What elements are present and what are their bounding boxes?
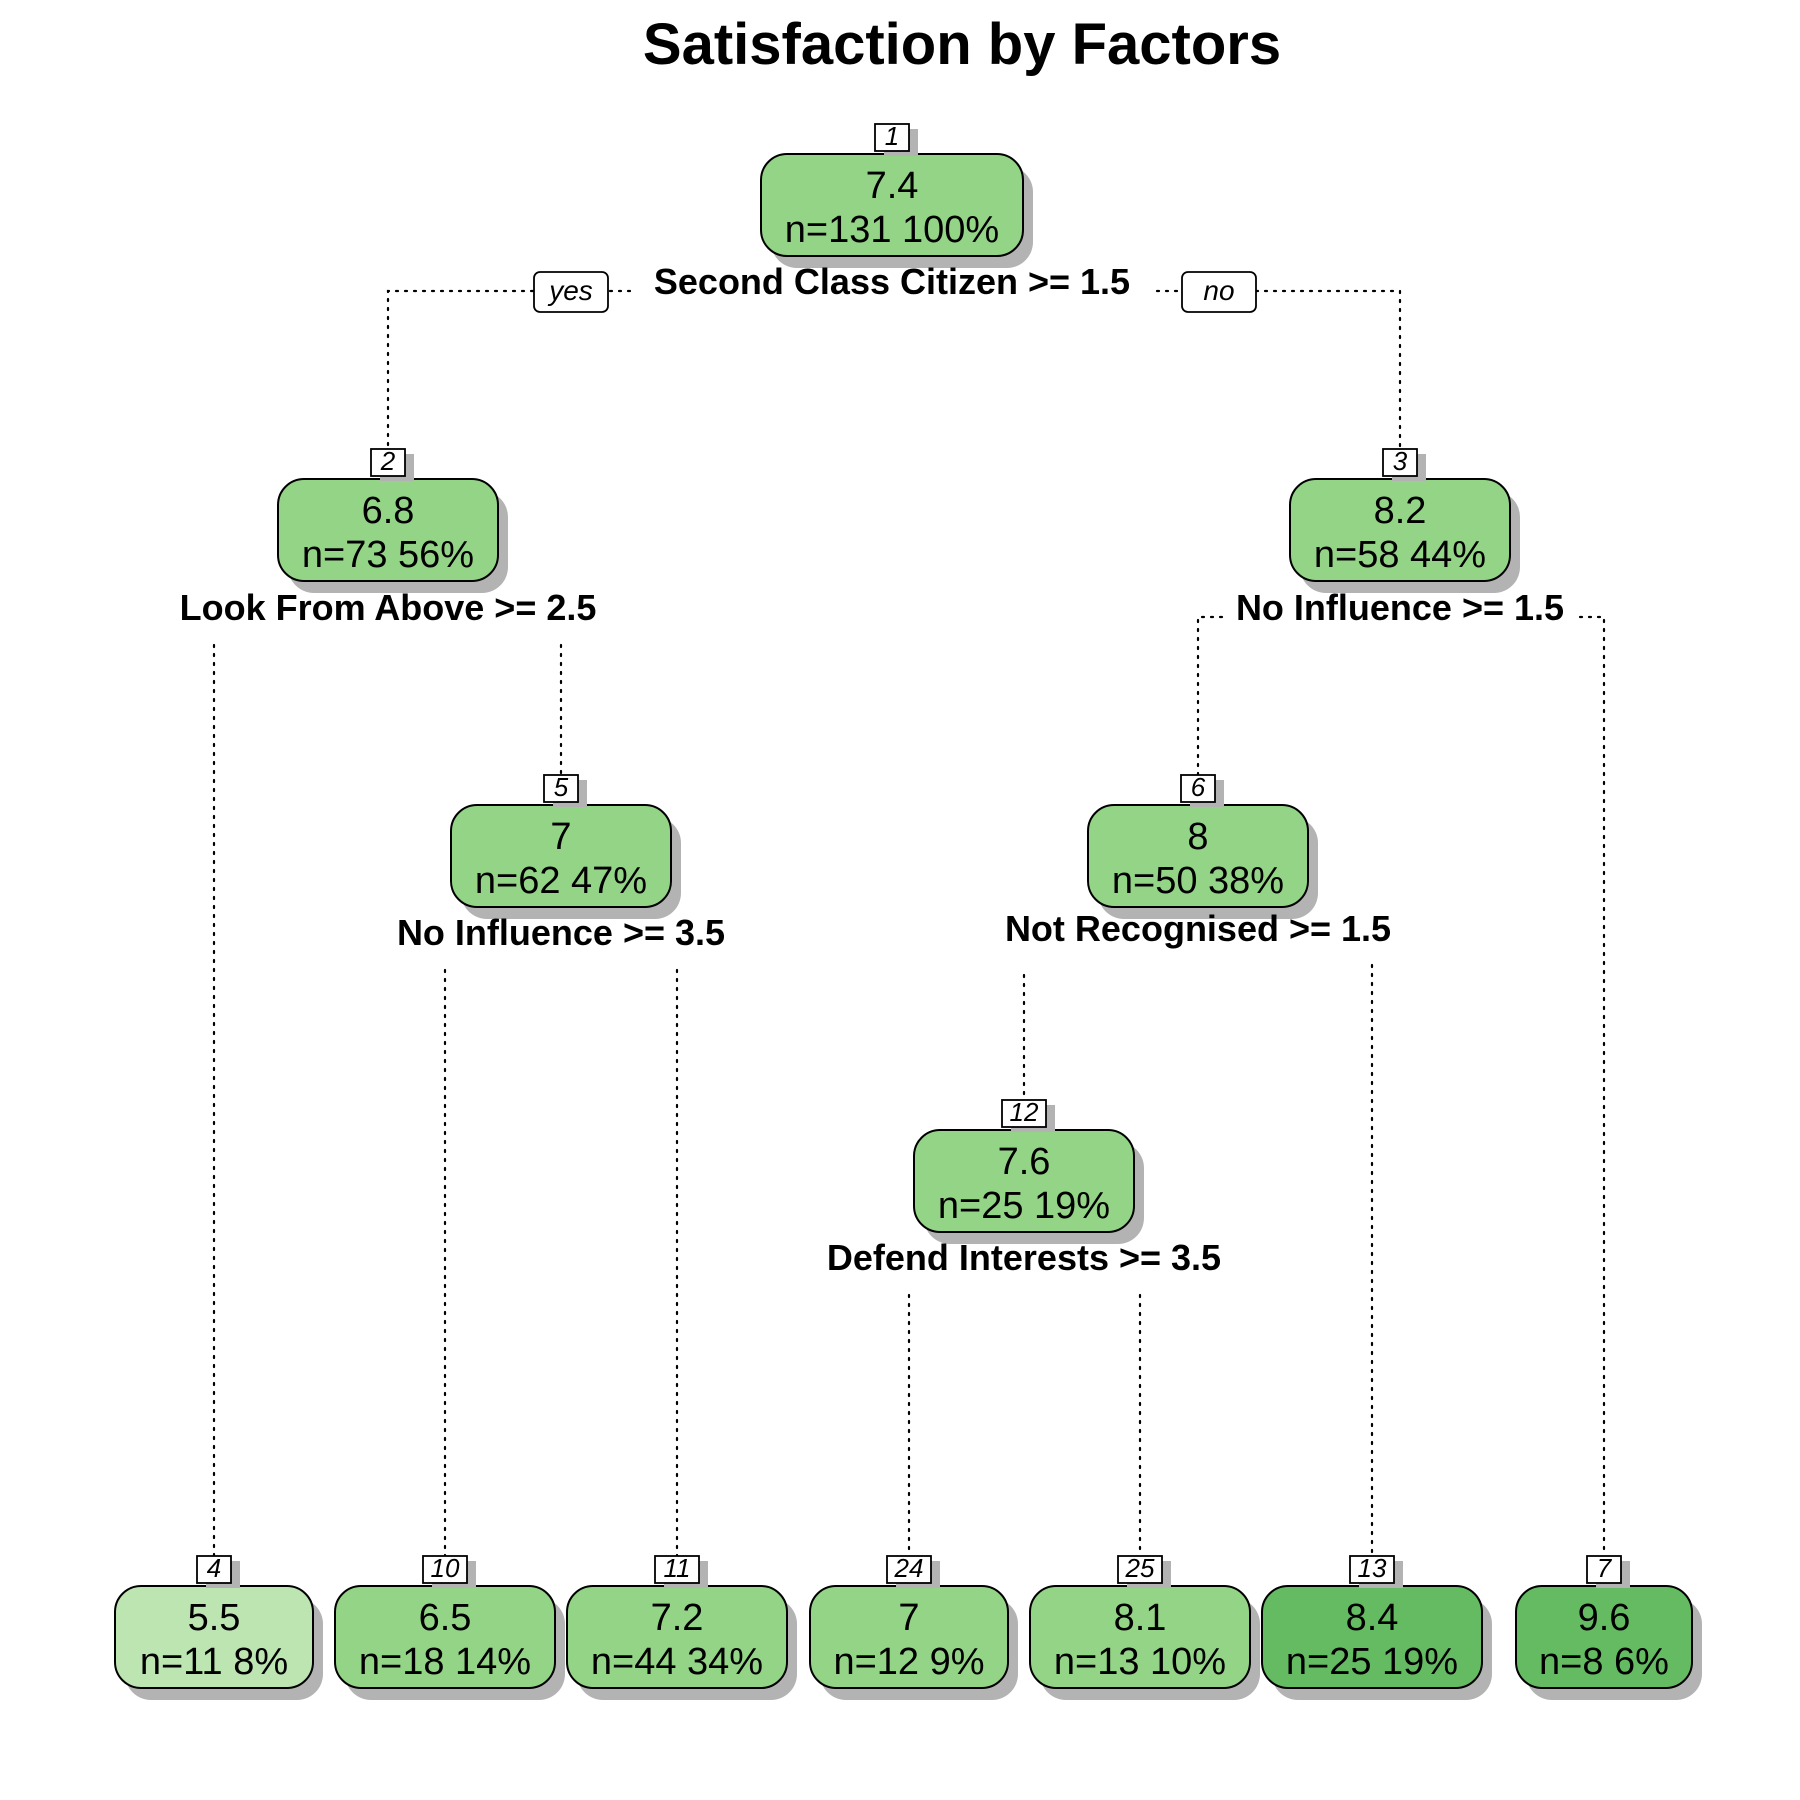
node-value: 7.2 (651, 1597, 704, 1639)
node-value: 6.5 (419, 1597, 472, 1639)
tree-node-4: 5.5n=11 8% 4 (114, 1553, 323, 1700)
no-label: no (1181, 271, 1257, 313)
node-value: 8.4 (1346, 1597, 1399, 1639)
node-id-label: 3 (1393, 446, 1408, 476)
node-id-box (874, 123, 910, 152)
tree-node-11: 7.2n=44 34% 11 (566, 1553, 797, 1700)
node-value: 6.8 (362, 490, 415, 532)
node-id-box (1586, 1555, 1622, 1584)
node-id-box (196, 1555, 232, 1584)
node-id-box (370, 448, 406, 477)
edge-1-3 (1254, 289, 1402, 451)
split-label-node-2: Look From Above >= 2.5 (180, 587, 597, 628)
node-id-box (543, 774, 579, 803)
tree-node-3: 8.2n=58 44% 3 (1289, 446, 1520, 593)
diagram-title: Satisfaction by Factors (643, 12, 1281, 77)
node-stats: n=50 38% (1112, 860, 1284, 902)
node-id-label: 5 (554, 772, 569, 802)
node-value: 8.2 (1374, 490, 1427, 532)
split-label-node-1: Second Class Citizen >= 1.5 (654, 261, 1130, 302)
node-stats: n=73 56% (302, 534, 474, 576)
node-stats: n=58 44% (1314, 534, 1486, 576)
tree-node-1: 7.4n=131 100% 1 (760, 121, 1033, 268)
node-stats: n=62 47% (475, 860, 647, 902)
edge-1-2 (386, 289, 535, 451)
node-id-label: 24 (894, 1553, 924, 1583)
node-stats: n=18 14% (359, 1641, 531, 1683)
node-id-box (1180, 774, 1216, 803)
node-value: 7 (550, 816, 571, 858)
node-stats: n=131 100% (785, 209, 999, 251)
tree-node-2: 6.8n=73 56% 2 (277, 446, 508, 593)
tree-nodes: 7.4n=131 100%16.8n=73 56%28.2n=58 44%37n… (114, 121, 1702, 1700)
node-id-label: 4 (207, 1553, 221, 1583)
node-id-label: 2 (380, 446, 396, 476)
tree-node-7: 9.6n=8 6% 7 (1515, 1553, 1702, 1700)
tree-node-24: 7n=12 9% 24 (809, 1553, 1018, 1700)
edge-3-6 (1196, 615, 1224, 777)
yes-label-text: yes (547, 275, 593, 306)
node-stats: n=8 6% (1539, 1641, 1669, 1683)
node-id-label: 25 (1125, 1553, 1155, 1583)
tree-node-25: 8.1n=13 10% 25 (1029, 1553, 1260, 1700)
node-value: 8.1 (1114, 1597, 1167, 1639)
edge-3-7 (1578, 615, 1606, 1558)
split-labels: Second Class Citizen >= 1.5 Look From Abo… (180, 261, 1564, 1278)
tree-node-12: 7.6n=25 19% 12 (913, 1097, 1144, 1244)
node-id-box (1382, 448, 1418, 477)
tree-node-13: 8.4n=25 19% 13 (1261, 1553, 1492, 1700)
node-stats: n=12 9% (833, 1641, 984, 1683)
node-id-box (654, 1555, 700, 1584)
node-value: 5.5 (188, 1597, 241, 1639)
node-stats: n=11 8% (140, 1641, 288, 1683)
yes-label-box (533, 271, 609, 313)
node-id-box (1349, 1555, 1395, 1584)
split-label-node-6: Not Recognised >= 1.5 (1005, 908, 1391, 949)
node-stats: n=25 19% (938, 1185, 1110, 1227)
split-label-node-3: No Influence >= 1.5 (1236, 587, 1564, 628)
node-value: 8 (1187, 816, 1208, 858)
yes-label: yes (533, 271, 609, 313)
node-id-label: 11 (664, 1553, 691, 1583)
node-stats: n=25 19% (1286, 1641, 1458, 1683)
node-value: 9.6 (1578, 1597, 1631, 1639)
tree-edges (212, 289, 1606, 1558)
node-value: 7 (898, 1597, 919, 1639)
node-stats: n=44 34% (591, 1641, 763, 1683)
node-id-label: 10 (431, 1553, 460, 1583)
tree-node-5: 7n=62 47% 5 (450, 772, 681, 919)
tree-node-10: 6.5n=18 14% 10 (334, 1553, 565, 1700)
node-id-box (1117, 1555, 1163, 1584)
node-id-box (1001, 1099, 1047, 1128)
node-value: 7.6 (998, 1141, 1051, 1183)
node-id-label: 7 (1597, 1553, 1613, 1583)
node-id-label: 12 (1010, 1097, 1039, 1127)
tree-node-6: 8n=50 38% 6 (1087, 772, 1318, 919)
branch-labels: yes no (533, 271, 1257, 313)
node-id-label: 13 (1358, 1553, 1387, 1583)
split-label-node-5: No Influence >= 3.5 (397, 912, 725, 953)
node-id-label: 1 (885, 121, 899, 151)
split-label-node-12: Defend Interests >= 3.5 (827, 1237, 1221, 1278)
node-stats: n=13 10% (1054, 1641, 1226, 1683)
node-id-box (886, 1555, 932, 1584)
no-label-box (1181, 271, 1257, 313)
no-label-text: no (1203, 275, 1234, 306)
node-value: 7.4 (866, 165, 919, 207)
node-id-label: 6 (1191, 772, 1206, 802)
node-id-box (422, 1555, 468, 1584)
